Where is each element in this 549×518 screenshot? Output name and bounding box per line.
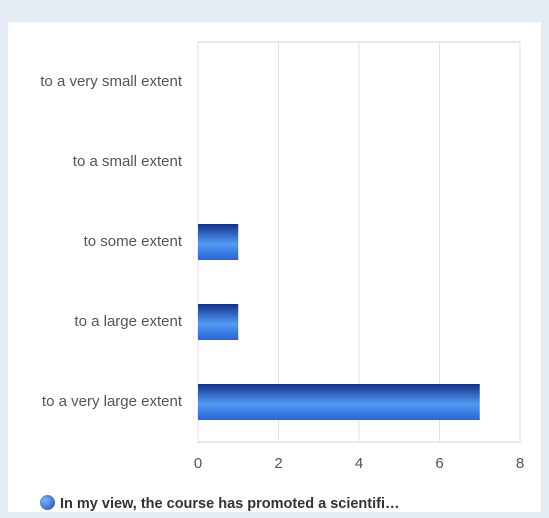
bar (198, 224, 239, 260)
x-tick-label: 2 (274, 455, 282, 472)
legend: In my view, the course has promoted a sc… (40, 495, 400, 512)
x-tick-label: 0 (194, 455, 202, 472)
bar (198, 384, 480, 420)
chart-panel (8, 22, 541, 512)
x-tick-label: 4 (355, 455, 363, 472)
y-tick-label: to a very large extent (41, 393, 182, 410)
bar (198, 304, 239, 340)
legend-label: In my view, the course has promoted a sc… (60, 496, 400, 512)
legend-swatch (40, 495, 55, 510)
x-tick-label: 8 (516, 455, 524, 472)
x-tick-label: 6 (435, 455, 443, 472)
y-tick-label: to a small extent (72, 153, 182, 170)
y-tick-label: to some extent (83, 233, 182, 250)
y-tick-label: to a large extent (74, 313, 182, 330)
y-tick-label: to a very small extent (40, 73, 182, 90)
